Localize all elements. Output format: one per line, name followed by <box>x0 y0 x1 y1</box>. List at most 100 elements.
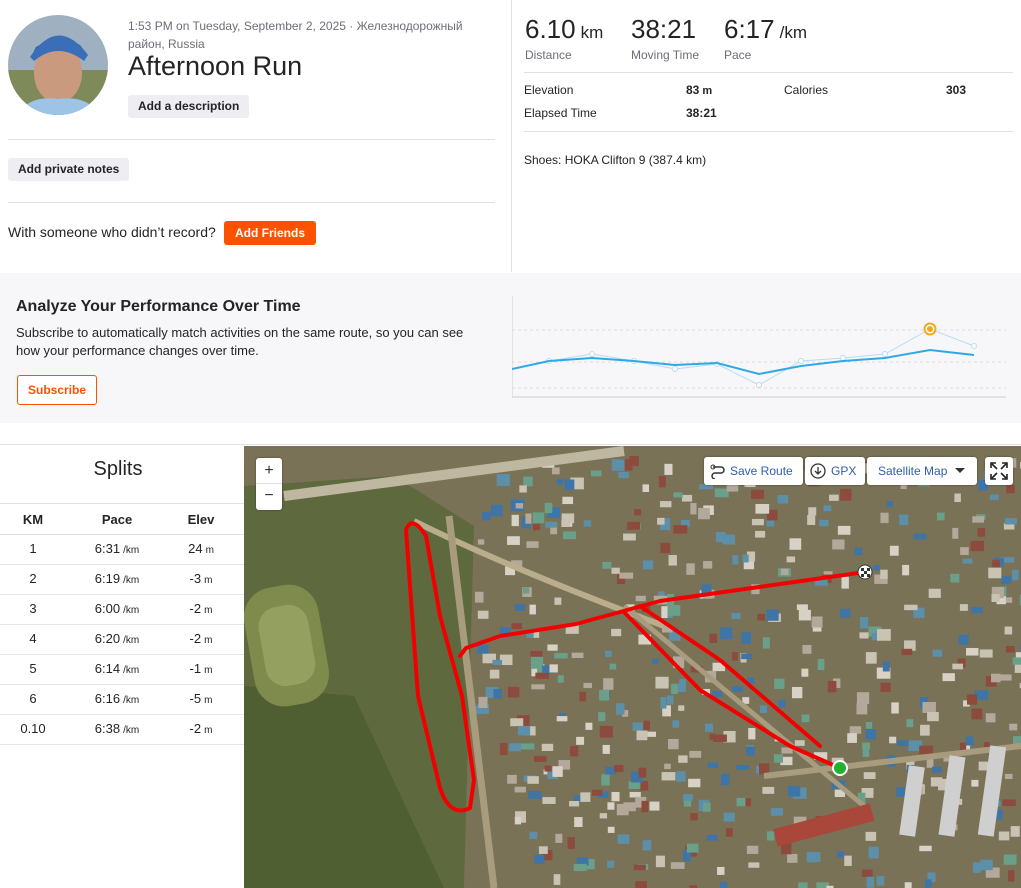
house <box>477 610 489 619</box>
house <box>592 789 603 796</box>
house <box>657 517 665 525</box>
house <box>689 750 702 758</box>
house <box>742 554 749 563</box>
house <box>686 563 695 575</box>
house <box>585 722 593 730</box>
house <box>812 624 822 632</box>
pace-value: 6:20 <box>94 631 121 646</box>
house <box>901 648 913 656</box>
house <box>531 630 540 638</box>
house <box>1014 661 1021 673</box>
house <box>573 795 584 802</box>
map-type-button[interactable]: Satellite Map <box>867 457 977 485</box>
house <box>927 872 936 882</box>
house <box>900 482 907 490</box>
house <box>841 576 849 589</box>
house <box>991 673 1001 683</box>
private-notes-button[interactable]: Add private notes <box>8 158 130 181</box>
house <box>989 494 999 500</box>
house <box>1001 576 1012 585</box>
house <box>535 672 550 679</box>
pace-unit: /km <box>123 665 140 676</box>
zoom-out-button[interactable]: − <box>264 487 274 504</box>
house <box>477 539 485 545</box>
pace-value: 6:00 <box>94 601 121 616</box>
house <box>569 800 580 807</box>
house <box>862 742 871 749</box>
house <box>680 519 690 527</box>
divider <box>0 714 244 715</box>
house <box>959 742 967 753</box>
zoom-in-button[interactable]: + <box>256 458 282 484</box>
house <box>706 834 718 841</box>
house <box>938 778 949 791</box>
house <box>844 855 852 866</box>
house <box>954 493 961 503</box>
house <box>958 634 969 645</box>
pace-value: 6:14 <box>94 661 121 676</box>
gpx-button[interactable]: GPX <box>805 457 865 485</box>
house <box>889 545 899 556</box>
house <box>837 525 851 535</box>
map-type-label: Satellite Map <box>878 464 948 478</box>
house <box>676 771 686 782</box>
stat-label: Pace <box>724 48 752 62</box>
house <box>719 881 728 888</box>
house <box>478 696 488 708</box>
house <box>978 479 989 491</box>
pace-unit: /km <box>123 695 140 706</box>
house <box>919 845 932 852</box>
house <box>551 467 560 475</box>
house <box>814 577 828 586</box>
avatar[interactable] <box>8 15 108 115</box>
house <box>962 558 973 564</box>
house <box>913 533 927 540</box>
location: район, Russia <box>128 37 205 51</box>
splits-panel: Splits KM Pace Elev 1 6:31/km 24 m 2 6:19/km -3 m 3 6… <box>0 445 244 888</box>
house <box>511 560 523 568</box>
house <box>745 746 755 756</box>
house <box>786 556 796 563</box>
activity-title: Afternoon Run <box>128 51 303 81</box>
house <box>476 704 489 714</box>
house <box>742 697 750 704</box>
house <box>1005 597 1013 603</box>
add-friends-button[interactable]: Add Friends <box>224 221 317 245</box>
subscribe-button[interactable]: Subscribe <box>17 375 98 405</box>
house <box>534 854 545 864</box>
house <box>509 743 521 752</box>
house <box>507 536 520 545</box>
house <box>515 604 525 611</box>
house <box>530 650 543 657</box>
fullscreen-button[interactable] <box>985 457 1013 485</box>
house <box>1019 594 1021 606</box>
house <box>583 520 592 527</box>
add-description-button[interactable]: Add a description <box>128 95 250 118</box>
house <box>919 745 934 755</box>
house <box>523 476 533 487</box>
house <box>620 459 633 471</box>
house <box>532 523 540 531</box>
house <box>726 481 739 492</box>
house <box>631 771 644 783</box>
split-km: 6 <box>29 691 37 706</box>
splits-title: Splits <box>93 458 143 480</box>
house <box>611 791 620 802</box>
detail-label: Calories <box>784 83 829 97</box>
house <box>876 667 891 679</box>
house <box>607 826 615 833</box>
house <box>932 766 942 773</box>
house <box>554 653 568 659</box>
map[interactable] <box>244 446 1021 888</box>
split-elev: 24 m <box>161 541 241 556</box>
house <box>906 760 915 770</box>
house <box>774 678 785 689</box>
house <box>669 629 681 641</box>
house <box>569 745 579 757</box>
house <box>638 634 651 645</box>
house <box>801 668 809 677</box>
house <box>722 534 736 545</box>
house <box>723 731 736 743</box>
house <box>505 566 516 576</box>
save-route-button[interactable]: Save Route <box>704 457 803 485</box>
